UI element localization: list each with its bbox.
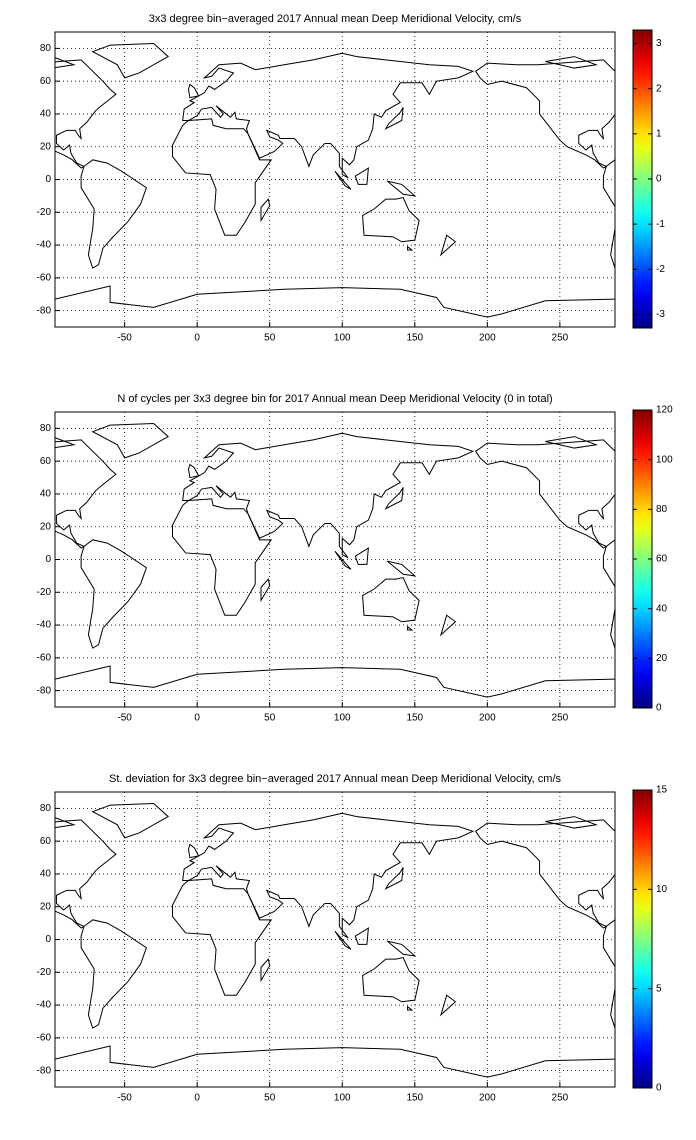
y-tick-label: 20	[40, 521, 52, 532]
colorbar-tick-label: 20	[656, 653, 668, 664]
x-tick-label: 0	[194, 713, 200, 724]
chart-title: N of cycles per 3x3 degree bin for 2017 …	[117, 393, 552, 405]
coastline-part	[474, 802, 615, 1029]
y-tick-label: -40	[37, 1000, 52, 1011]
colorbar-tick-label: 5	[656, 983, 662, 994]
chart-title: St. deviation for 3x3 degree bin−average…	[109, 773, 561, 785]
axes-frame	[54, 31, 616, 328]
x-tick-label: 0	[194, 333, 200, 344]
x-tick-label: 200	[479, 333, 496, 344]
colorbar-tick-label: 120	[656, 405, 673, 416]
x-tick-label: 50	[264, 333, 276, 344]
colorbar-tick-label: 0	[656, 1083, 662, 1094]
axes-frame	[54, 791, 616, 1088]
y-tick-label: 20	[40, 141, 52, 152]
coastline-part	[55, 802, 169, 1029]
x-tick-label: -50	[117, 713, 132, 724]
colorbar	[632, 789, 653, 1089]
y-tick-label: 0	[45, 934, 51, 945]
coastline	[55, 802, 615, 1078]
chart-title: 3x3 degree bin−averaged 2017 Annual mean…	[149, 13, 522, 25]
coastline-part	[55, 422, 169, 649]
y-tick-label: 60	[40, 456, 52, 467]
y-tick-label: 80	[40, 423, 52, 434]
y-tick-label: 40	[40, 489, 52, 500]
x-tick-label: 100	[334, 1093, 351, 1104]
y-tick-label: 80	[40, 43, 52, 54]
x-tick-label: 250	[552, 1093, 569, 1104]
x-tick-label: 100	[334, 713, 351, 724]
colorbar-tick-label: 80	[656, 504, 668, 515]
colorbar-tick-label: 10	[656, 884, 668, 895]
y-tick-label: 20	[40, 901, 52, 912]
coastline	[55, 42, 615, 318]
x-tick-label: 250	[552, 333, 569, 344]
y-tick-label: -80	[37, 1065, 52, 1076]
y-tick-label: 60	[40, 836, 52, 847]
y-tick-label: 0	[45, 174, 51, 185]
x-tick-label: 150	[406, 333, 423, 344]
y-tick-label: -40	[37, 620, 52, 631]
coastline-part	[474, 42, 615, 269]
axes-frame	[54, 411, 616, 708]
x-tick-label: 50	[264, 713, 276, 724]
x-tick-label: 0	[194, 1093, 200, 1104]
colorbar-tick-label: 3	[656, 38, 662, 49]
colorbar-tick-label: 0	[656, 174, 662, 185]
coastline	[55, 422, 615, 698]
y-tick-label: -40	[37, 240, 52, 251]
y-tick-label: -20	[37, 587, 52, 598]
x-tick-label: 200	[479, 713, 496, 724]
y-tick-label: 60	[40, 76, 52, 87]
y-tick-label: -80	[37, 305, 52, 316]
colorbar-tick-label: 40	[656, 603, 668, 614]
x-tick-label: 250	[552, 713, 569, 724]
colorbar-tick-label: -1	[656, 219, 665, 230]
y-tick-label: -60	[37, 652, 52, 663]
y-tick-label: -20	[37, 967, 52, 978]
colorbar-tick-label: 2	[656, 83, 662, 94]
y-tick-label: -60	[37, 1032, 52, 1043]
y-tick-label: 80	[40, 803, 52, 814]
x-tick-label: -50	[117, 1093, 132, 1104]
colorbar-tick-label: 15	[656, 785, 668, 796]
x-tick-label: 200	[479, 1093, 496, 1104]
x-tick-label: 150	[406, 1093, 423, 1104]
colorbar-tick-label: 100	[656, 454, 673, 465]
x-tick-label: 150	[406, 713, 423, 724]
colorbar-tick-label: -2	[656, 264, 665, 275]
y-tick-label: 0	[45, 554, 51, 565]
y-tick-label: -20	[37, 207, 52, 218]
colorbar-tick-label: -3	[656, 309, 665, 320]
x-tick-label: -50	[117, 333, 132, 344]
y-tick-label: 40	[40, 869, 52, 880]
y-tick-label: 40	[40, 109, 52, 120]
colorbar-tick-label: 1	[656, 128, 662, 139]
y-tick-label: -60	[37, 272, 52, 283]
colorbar-tick-label: 0	[656, 703, 662, 714]
coastline-part	[55, 42, 169, 269]
y-tick-label: -80	[37, 685, 52, 696]
x-tick-label: 100	[334, 333, 351, 344]
x-tick-label: 50	[264, 1093, 276, 1104]
colorbar-tick-label: 60	[656, 554, 668, 565]
